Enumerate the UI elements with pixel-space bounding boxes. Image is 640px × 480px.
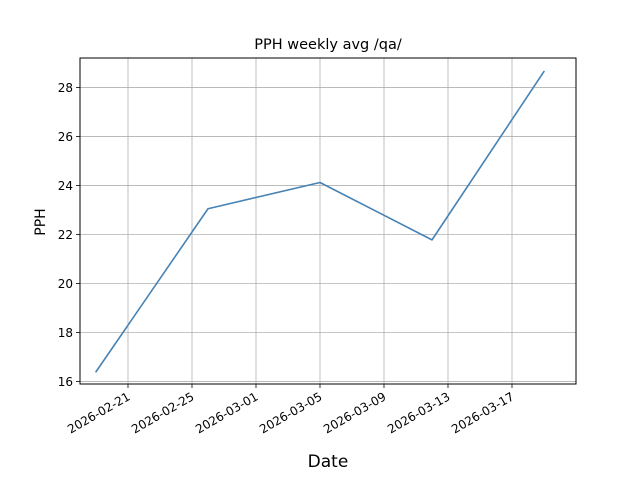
y-tick-label: 26 (58, 130, 73, 144)
grid (80, 58, 576, 384)
y-tick-label: 22 (58, 228, 73, 242)
y-tick-label: 28 (58, 81, 73, 95)
plot-frame (79, 57, 577, 385)
y-tick-label: 16 (58, 375, 73, 389)
y-tick-label: 18 (58, 326, 73, 340)
y-tick-label: 20 (58, 277, 73, 291)
y-tick-label: 24 (58, 179, 73, 193)
chart-title: PPH weekly avg /qa/ (254, 37, 402, 53)
y-axis-ticks: 16 18 20 22 24 26 28 (58, 81, 80, 389)
x-axis-label: Date (308, 452, 349, 472)
series-layer (95, 70, 545, 373)
y-axis-label: PPH (33, 208, 49, 235)
